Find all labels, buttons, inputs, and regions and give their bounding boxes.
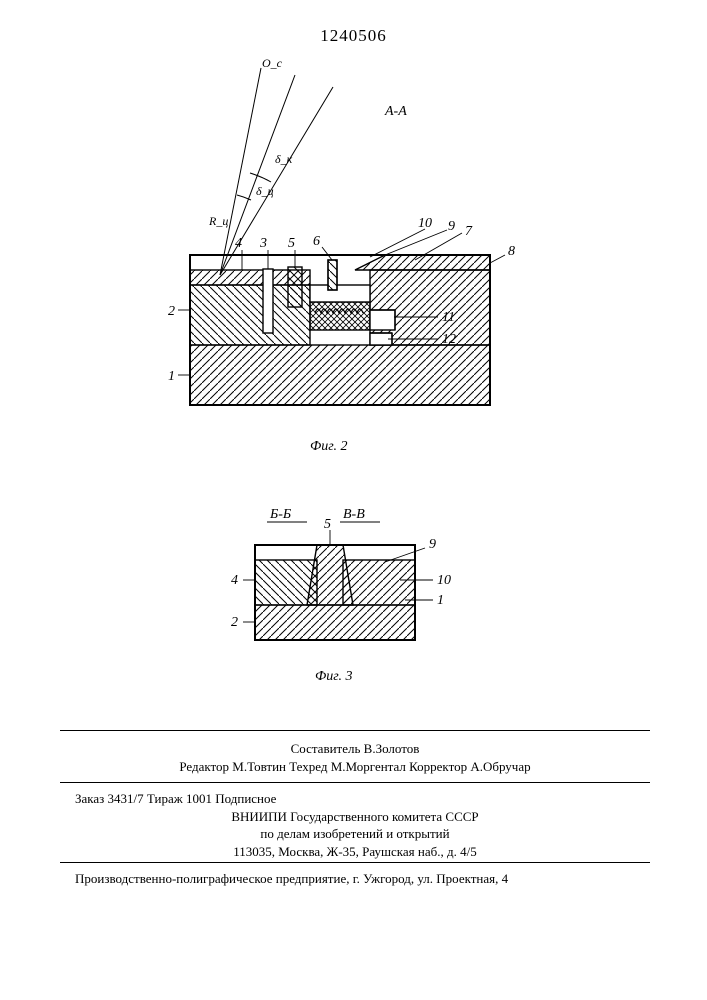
credits-line6: 113035, Москва, Ж-35, Раушская наб., д. …	[75, 843, 635, 861]
fig2-caption: Фиг. 2	[310, 439, 348, 454]
callout-4: 4	[235, 236, 242, 251]
callout-10: 10	[418, 216, 432, 231]
callout-9: 9	[448, 219, 455, 234]
patent-number: 1240506	[0, 26, 707, 46]
callout-8: 8	[508, 244, 515, 259]
fig3-section-right: В-В	[343, 507, 365, 522]
rule-2	[60, 782, 650, 783]
callout-7: 7	[465, 224, 473, 239]
callout-11: 11	[442, 310, 455, 325]
fig2-section-label: А-А	[384, 104, 407, 119]
callout-5: 5	[288, 236, 295, 251]
callout-3: 3	[259, 236, 267, 251]
callout-12: 12	[442, 332, 456, 347]
credits-line5: по делам изобретений и открытий	[75, 825, 635, 843]
credits-line2: Редактор М.Товтин Техред М.Моргентал Кор…	[75, 758, 635, 776]
fig3-caption: Фиг. 3	[315, 669, 353, 684]
credits-line3: Заказ 3431/7 Тираж 1001 Подписное	[75, 790, 635, 808]
radius-label: R_ц	[208, 214, 228, 228]
rule-1	[60, 730, 650, 731]
callout-1b: 1	[437, 593, 444, 608]
credits-line4: ВНИИПИ Государственного комитета СССР	[75, 808, 635, 826]
angle2-label: δ_ц	[256, 184, 274, 198]
callout-10b: 10	[437, 573, 451, 588]
footer-line: Производственно-полиграфическое предприя…	[75, 870, 635, 888]
angle-origin-label: O_c	[262, 56, 283, 70]
callout-2: 2	[168, 304, 175, 319]
figure-2: А-А O_c δ_к δ_ц R_ц	[130, 55, 540, 455]
callout-4b: 4	[231, 573, 238, 588]
fig3-section-left: Б-Б	[269, 507, 291, 522]
credits-line1: Составитель В.Золотов	[75, 740, 635, 758]
callout-2b: 2	[231, 615, 238, 630]
callout-1: 1	[168, 369, 175, 384]
fig2-body	[190, 255, 490, 405]
credits: Составитель В.Золотов Редактор М.Товтин …	[75, 740, 635, 775]
callout-9b: 9	[429, 537, 436, 552]
callout-5b: 5	[324, 517, 331, 532]
callout-6: 6	[313, 234, 320, 249]
angle1-label: δ_к	[275, 152, 293, 166]
figure-3: Б-Б В-В	[215, 500, 475, 690]
credits-footer: Производственно-полиграфическое предприя…	[75, 870, 635, 888]
credits-mid: Заказ 3431/7 Тираж 1001 Подписное ВНИИПИ…	[75, 790, 635, 860]
rule-3	[60, 862, 650, 863]
